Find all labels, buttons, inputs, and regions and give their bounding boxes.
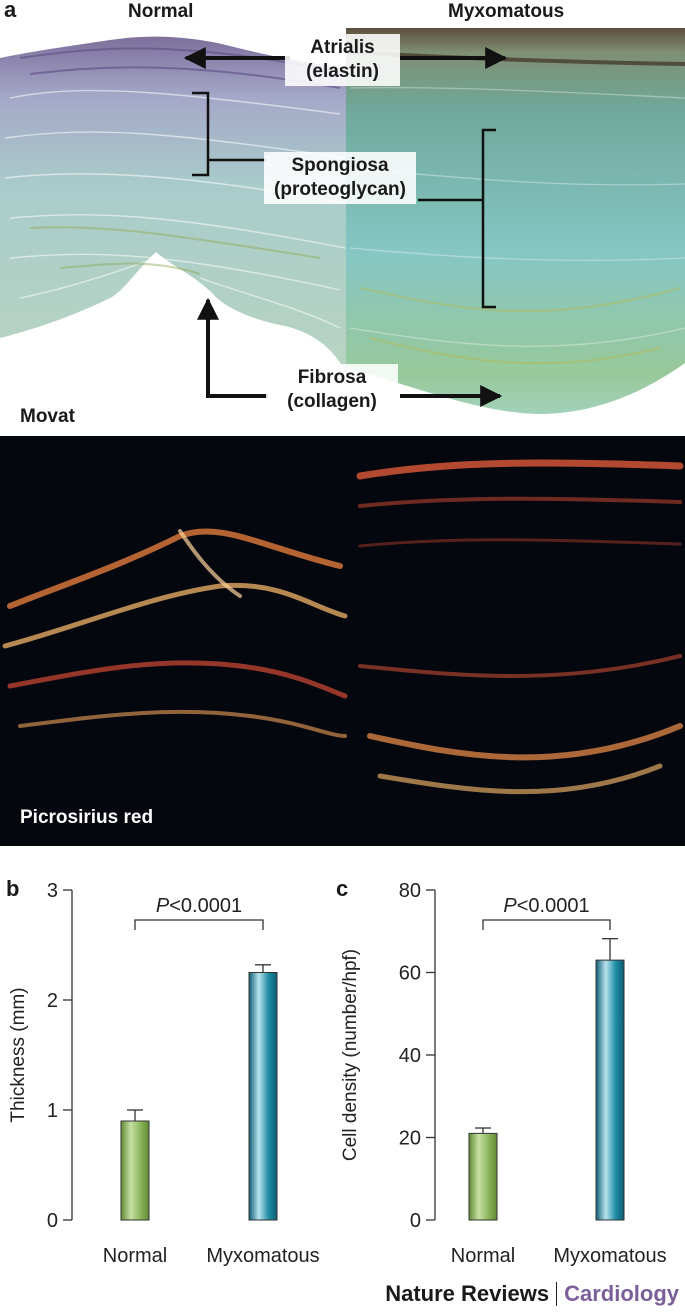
y-tick-label: 1 <box>47 1100 58 1122</box>
p-value-italic: P <box>156 895 170 917</box>
panel-b-letter: b <box>6 876 20 901</box>
footer-divider <box>556 1282 558 1306</box>
movat-micrograph <box>0 28 685 436</box>
y-tick-label: 80 <box>399 880 421 902</box>
bar-normal <box>468 1132 498 1221</box>
y-tick-label: 40 <box>399 1045 421 1067</box>
p-value-text: <0.0001 <box>517 895 590 917</box>
p-value-text: <0.0001 <box>169 895 242 917</box>
atrialis-callout: Atrialis (elastin) <box>285 34 400 86</box>
column-label-normal: Normal <box>128 1 194 22</box>
fibrosa-callout: Fibrosa (collagen) <box>266 364 398 416</box>
spongiosa-callout: Spongiosa (proteoglycan) <box>264 152 416 204</box>
spongiosa-label: Spongiosa <box>291 155 389 176</box>
y-tick-label: 3 <box>47 880 58 902</box>
y-tick-label: 20 <box>399 1128 421 1150</box>
significance-bracket <box>134 919 264 930</box>
x-category-label: Normal <box>451 1245 515 1267</box>
thickness-bar-chart: 0 1 2 3 Thickness (mm) Normal Myxomatous P<0.00… <box>8 880 320 1267</box>
journal-section: Cardiology <box>564 1281 679 1306</box>
y-tick-label: 0 <box>47 1210 58 1232</box>
journal-footer: Nature Reviews Cardiology <box>385 1281 679 1307</box>
atrialis-label: Atrialis <box>310 37 375 58</box>
annotation-arrows <box>183 47 508 407</box>
y-axis-label: Cell density (number/hpf) <box>340 949 361 1161</box>
atrialis-sublabel: (elastin) <box>306 61 379 82</box>
journal-name: Nature Reviews <box>385 1281 550 1306</box>
x-category-label: Myxomatous <box>553 1245 666 1267</box>
p-value-label: P<0.0001 <box>503 895 589 917</box>
panel-a-letter: a <box>4 0 17 22</box>
x-category-label: Myxomatous <box>206 1245 319 1267</box>
bar-myxomatous <box>248 972 278 1221</box>
y-axis-label: Thickness (mm) <box>8 987 29 1122</box>
movat-stain-label: Movat <box>20 406 75 427</box>
p-value-label: P<0.0001 <box>156 895 242 917</box>
picrosirius-stain-label: Picrosirius red <box>20 807 154 828</box>
y-tick-label: 2 <box>47 990 58 1012</box>
spongiosa-sublabel: (proteoglycan) <box>274 179 406 200</box>
bar-myxomatous <box>595 959 625 1221</box>
y-tick-label: 0 <box>410 1210 421 1232</box>
significance-bracket <box>482 919 611 930</box>
fibrosa-sublabel: (collagen) <box>287 391 377 412</box>
fibrosa-label: Fibrosa <box>297 367 367 388</box>
y-tick-label: 60 <box>399 963 421 985</box>
panel-c-letter: c <box>336 876 349 901</box>
bar-normal <box>120 1120 150 1221</box>
p-value-italic: P <box>503 895 517 917</box>
cell-density-bar-chart: 0 20 40 60 80 Cell density (number/hpf) Normal… <box>340 880 667 1267</box>
column-label-myxomatous: Myxomatous <box>448 1 565 22</box>
x-category-label: Normal <box>103 1245 167 1267</box>
picrosirius-micrograph <box>0 436 685 846</box>
